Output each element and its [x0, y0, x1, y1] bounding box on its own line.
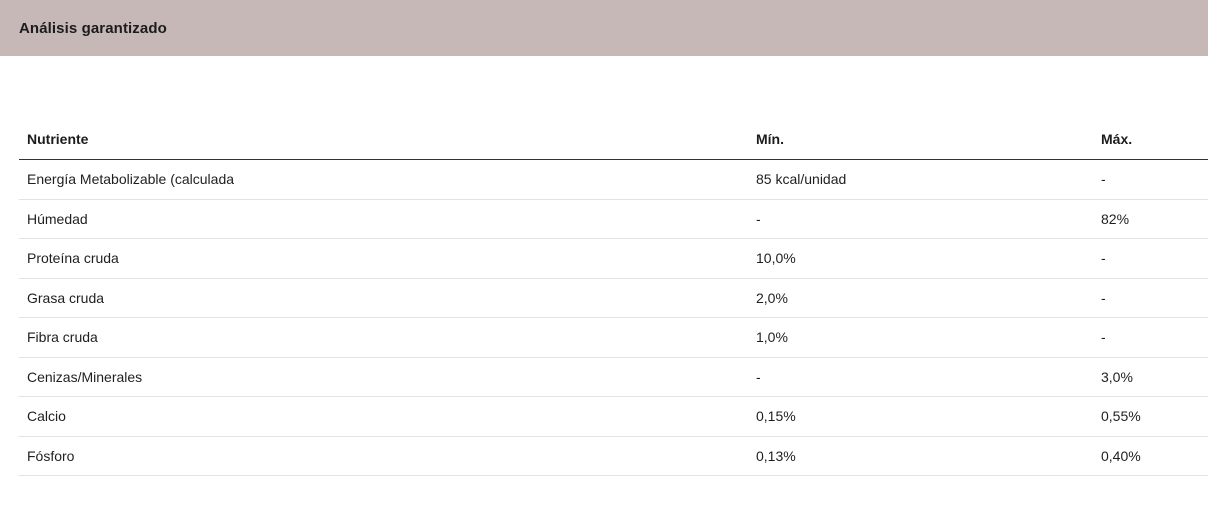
nutrient-name: Proteína cruda: [19, 238, 748, 279]
max-value: -: [1093, 278, 1208, 318]
min-value: 0,13%: [748, 436, 1093, 476]
min-value: 1,0%: [748, 317, 1093, 358]
nutrient-name: Fibra cruda: [19, 317, 748, 358]
accordion-header-analisis[interactable]: Análisis garantizado: [0, 0, 1208, 56]
max-value: 0,40%: [1093, 436, 1208, 476]
guaranteed-analysis-table: Nutriente Mín. Máx. Energía Metabolizabl…: [19, 119, 1208, 476]
nutrient-name: Cenizas/Minerales: [19, 357, 748, 397]
nutrient-name: Fósforo: [19, 436, 748, 476]
nutrient-name: Húmedad: [19, 199, 748, 239]
min-value: 10,0%: [748, 238, 1093, 279]
max-value: 3,0%: [1093, 357, 1208, 397]
max-value: -: [1093, 159, 1208, 200]
table-row: Húmedad - 82%: [19, 199, 1208, 239]
min-value: 2,0%: [748, 278, 1093, 318]
table-row: Calcio 0,15% 0,55%: [19, 396, 1208, 437]
max-value: -: [1093, 317, 1208, 358]
table-row: Cenizas/Minerales - 3,0%: [19, 357, 1208, 397]
table-row: Proteína cruda 10,0% -: [19, 238, 1208, 279]
column-header-nutriente: Nutriente: [19, 119, 748, 160]
table-row: Energía Metabolizable (calculada 85 kcal…: [19, 159, 1208, 200]
nutrient-name: Grasa cruda: [19, 278, 748, 318]
min-value: -: [748, 357, 1093, 397]
min-value: 85 kcal/unidad: [748, 159, 1093, 200]
nutrition-table-container: Nutriente Mín. Máx. Energía Metabolizabl…: [19, 119, 1208, 476]
table-row: Fósforo 0,13% 0,40%: [19, 436, 1208, 476]
max-value: 82%: [1093, 199, 1208, 239]
column-header-max: Máx.: [1093, 119, 1208, 160]
nutrient-name: Energía Metabolizable (calculada: [19, 159, 748, 200]
min-value: -: [748, 199, 1093, 239]
table-row: Fibra cruda 1,0% -: [19, 317, 1208, 358]
min-value: 0,15%: [748, 396, 1093, 437]
max-value: -: [1093, 238, 1208, 279]
column-header-min: Mín.: [748, 119, 1093, 160]
nutrient-name: Calcio: [19, 396, 748, 437]
table-row: Grasa cruda 2,0% -: [19, 278, 1208, 318]
max-value: 0,55%: [1093, 396, 1208, 437]
section-title: Análisis garantizado: [19, 19, 167, 37]
table-header-row: Nutriente Mín. Máx.: [19, 119, 1208, 160]
